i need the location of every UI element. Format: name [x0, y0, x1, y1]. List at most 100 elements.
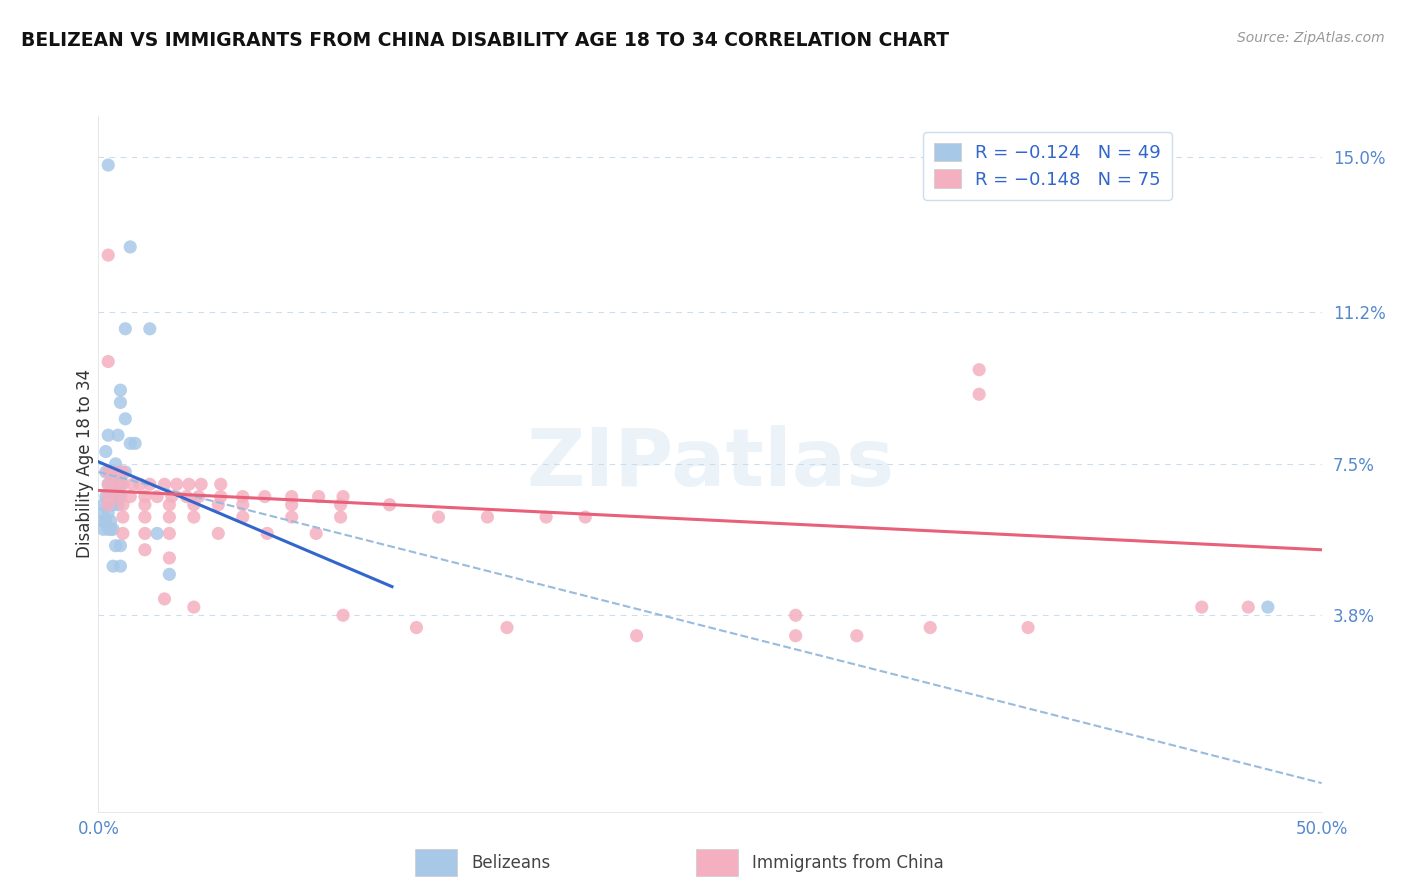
Point: [1017, 621, 1039, 635]
Point: [477, 510, 499, 524]
Point: [256, 526, 278, 541]
Point: [114, 465, 136, 479]
Point: [129, 477, 152, 491]
Point: [253, 490, 276, 504]
Point: [97, 490, 120, 504]
Point: [1191, 600, 1213, 615]
Point: [111, 498, 134, 512]
Y-axis label: Disability Age 18 to 34: Disability Age 18 to 34: [76, 369, 94, 558]
Point: [207, 498, 229, 512]
Point: [100, 465, 122, 479]
Point: [97, 248, 120, 262]
Point: [209, 477, 232, 491]
Point: [209, 490, 232, 504]
Point: [120, 240, 142, 254]
Point: [183, 600, 205, 615]
Point: [157, 510, 180, 524]
Point: [94, 490, 117, 504]
Point: [110, 465, 132, 479]
Point: [176, 490, 198, 504]
Point: [97, 498, 120, 512]
Point: [100, 498, 122, 512]
Point: [97, 490, 120, 504]
Text: BELIZEAN VS IMMIGRANTS FROM CHINA DISABILITY AGE 18 TO 34 CORRELATION CHART: BELIZEAN VS IMMIGRANTS FROM CHINA DISABI…: [21, 31, 949, 50]
Point: [124, 436, 146, 450]
Point: [104, 465, 127, 479]
Point: [111, 465, 134, 479]
Point: [121, 477, 143, 491]
Point: [91, 498, 114, 512]
Point: [232, 490, 254, 504]
Point: [378, 498, 401, 512]
Point: [97, 477, 120, 491]
Point: [134, 498, 156, 512]
Point: [332, 490, 354, 504]
Point: [280, 498, 302, 512]
Point: [134, 510, 156, 524]
Point: [496, 621, 519, 635]
Point: [114, 322, 136, 336]
Point: [183, 498, 205, 512]
Point: [329, 510, 352, 524]
Point: [785, 629, 807, 643]
Point: [427, 510, 450, 524]
Point: [534, 510, 557, 524]
Point: [104, 477, 127, 491]
Point: [97, 158, 120, 172]
Point: [120, 436, 142, 450]
Point: [232, 498, 254, 512]
Point: [139, 477, 162, 491]
Point: [157, 551, 180, 566]
Point: [110, 539, 132, 553]
Point: [110, 395, 132, 409]
Point: [280, 510, 302, 524]
Point: [97, 477, 120, 491]
Point: [107, 428, 129, 442]
Text: Immigrants from China: Immigrants from China: [752, 854, 943, 871]
Point: [232, 510, 254, 524]
Point: [1237, 600, 1260, 615]
Point: [134, 542, 156, 557]
Point: [110, 559, 132, 574]
Point: [91, 522, 114, 536]
Point: [160, 490, 183, 504]
Legend: R = −0.124   N = 49, R = −0.148   N = 75: R = −0.124 N = 49, R = −0.148 N = 75: [922, 132, 1173, 200]
Point: [187, 490, 209, 504]
Point: [97, 506, 120, 520]
Point: [97, 522, 120, 536]
Point: [157, 526, 180, 541]
Point: [157, 498, 180, 512]
Point: [111, 510, 134, 524]
Point: [97, 498, 120, 512]
Point: [101, 477, 124, 491]
Point: [101, 522, 124, 536]
Point: [177, 477, 200, 491]
Point: [1257, 600, 1279, 615]
Point: [101, 498, 124, 512]
Point: [139, 322, 162, 336]
Point: [91, 514, 114, 528]
Point: [332, 608, 354, 623]
Point: [100, 514, 122, 528]
Point: [967, 362, 990, 376]
Point: [308, 490, 330, 504]
Point: [920, 621, 942, 635]
Point: [111, 526, 134, 541]
Point: [146, 526, 169, 541]
Point: [100, 490, 122, 504]
Text: Source: ZipAtlas.com: Source: ZipAtlas.com: [1237, 31, 1385, 45]
Point: [114, 412, 136, 426]
Point: [104, 539, 127, 553]
Point: [574, 510, 596, 524]
Point: [183, 510, 205, 524]
Point: [111, 477, 134, 491]
Point: [94, 465, 117, 479]
Point: [110, 490, 132, 504]
Point: [845, 629, 868, 643]
Point: [134, 490, 156, 504]
Point: [94, 514, 117, 528]
Point: [104, 465, 127, 479]
Point: [967, 387, 990, 401]
Point: [107, 477, 129, 491]
Point: [110, 383, 132, 397]
